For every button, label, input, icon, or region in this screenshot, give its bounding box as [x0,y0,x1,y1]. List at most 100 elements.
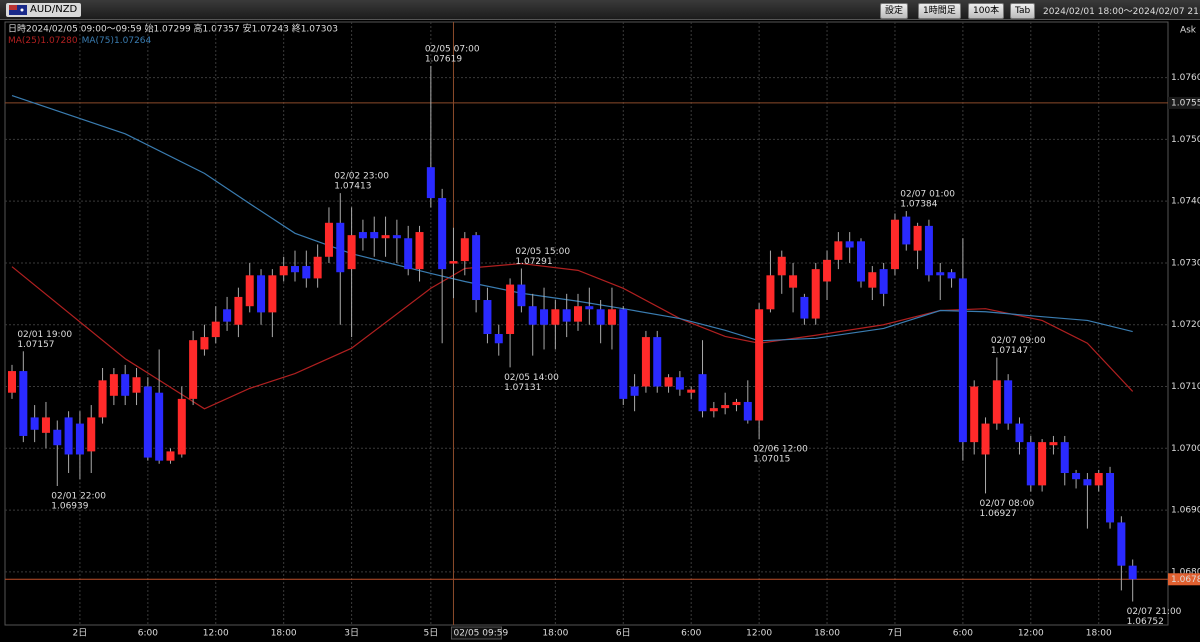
candle-body [302,266,311,279]
candle-body [540,309,549,325]
x-tick-label: 18:00 [542,629,568,639]
candle-body [358,232,367,239]
annotation-price: 1.07157 [17,340,54,350]
candle-body [257,275,266,313]
annotation-price: 1.06927 [980,509,1017,519]
price-line-box [1168,573,1200,586]
y-tick-label: 1.07300 [1171,258,1200,268]
candle-body [630,386,639,396]
legend-value: 1.07264 [114,36,151,46]
candle-body [1004,380,1013,424]
legend-value: 1.07280 [40,36,77,46]
candle-body [1094,473,1103,486]
candle-body [709,408,718,412]
candle-body [200,337,209,350]
candle-body [619,309,628,399]
annotation-price: 1.07384 [900,200,937,210]
annotation-time: 02/07 08:00 [980,499,1035,509]
y-tick-label: 1.07200 [1171,320,1200,330]
y-tick-label: 1.07600 [1171,73,1200,83]
candle-body [143,386,152,458]
candle-body [777,256,786,276]
tab-button[interactable]: Tab [1010,3,1036,19]
annotation-price: 1.07015 [753,455,790,465]
candle-body [1060,442,1069,474]
y-tick-label: 1.07400 [1171,197,1200,207]
candle-body [585,306,594,310]
timeframe-button[interactable]: 1時間足 [918,3,961,19]
candle-body [890,219,899,270]
annotation-price: 1.06939 [51,501,88,511]
candle-body [800,296,809,319]
annotation-price: 1.07413 [334,182,371,192]
candle-body [607,309,616,325]
annotation-price: 1.07131 [504,383,541,393]
candle-body [336,222,345,273]
candle-body [438,198,447,270]
cursor-box [450,626,502,640]
x-tick-label: 7日 [888,628,903,639]
candle-body [19,371,28,436]
candle-body [811,269,820,319]
candle-body [415,232,424,270]
x-tick-label: 3日 [344,628,359,639]
candle-body [574,306,582,322]
x-tick-label: 12:00 [746,629,772,639]
candle-body [981,423,990,455]
annotation-time: 02/01 22:00 [51,491,106,501]
candle-body [370,232,379,239]
candle-body [1128,565,1137,580]
candle-body [698,374,707,412]
plot-frame [4,21,1169,626]
annotation-time: 02/07 09:00 [991,336,1046,346]
x-tick-label: 2日 [73,628,88,639]
candle-body [155,392,164,461]
candle-body [189,340,198,399]
y-tick-label: 1.06900 [1171,506,1200,516]
x-tick-label: 6:00 [138,629,158,639]
candle-body [506,284,515,335]
y-tick-label: 1.07500 [1171,135,1200,145]
x-tick-label: 6:00 [953,629,973,639]
symbol-text: AUD/NZD [30,4,78,15]
candle-body [53,429,62,446]
candle-body [902,216,911,245]
annotation-time: 02/07 01:00 [900,190,955,200]
x-tick-label: 5日 [423,628,438,639]
candle-body [755,309,764,421]
candle-body [449,261,458,264]
candle-body [721,405,730,409]
legend-name: MA(25) [8,36,40,46]
settings-button[interactable]: 設定 [880,3,909,19]
annotation-time: 02/05 07:00 [425,44,480,54]
count-button[interactable]: 100本 [968,3,1005,19]
candle-body [392,235,401,239]
flag-icon [9,5,27,15]
candle-body [596,309,605,325]
candle-body [992,380,1001,424]
price-line-label: 1.07559 [1171,98,1200,108]
candle-body [472,235,481,301]
candle-body [789,275,798,288]
candle-body [879,269,888,294]
candle-body [970,386,979,443]
candle-body [1117,522,1126,566]
candle-body [234,296,243,325]
x-tick-label: 12:00 [1018,629,1044,639]
symbol[interactable]: AUD/NZD [6,3,82,17]
candle-body [324,222,333,257]
annotation-price: 1.07291 [515,257,552,267]
candle-body [857,241,865,282]
candle-body [845,241,854,248]
candle-body [404,238,413,270]
candle-body [528,306,537,325]
price-line-box [1168,96,1200,109]
candle-body [517,284,526,307]
candle-body [87,417,96,452]
candle-body [1083,479,1092,486]
annotation-time: 02/06 12:00 [753,445,808,455]
x-tick-label: 18:00 [814,629,840,639]
candle-body [313,256,322,279]
